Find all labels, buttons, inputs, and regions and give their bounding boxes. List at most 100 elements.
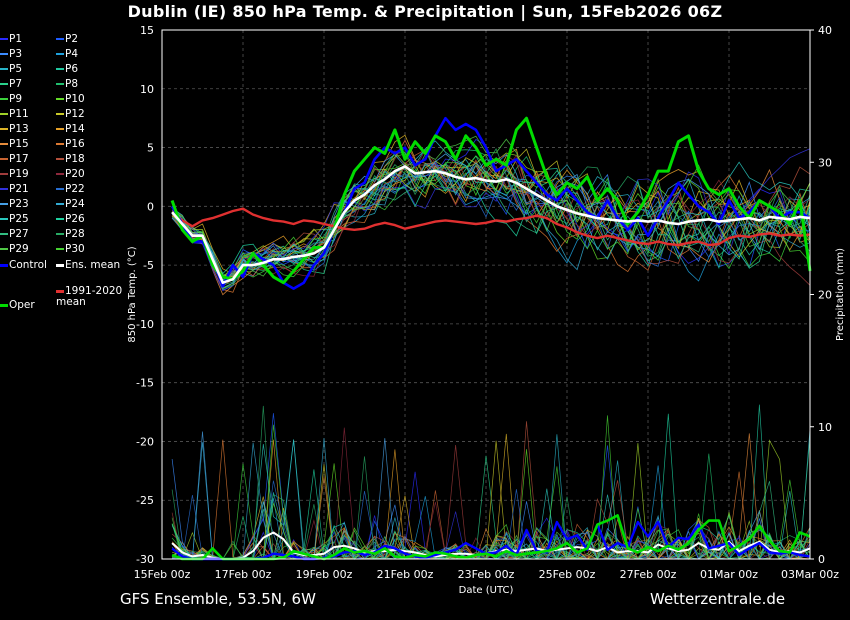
x-tick-label: 21Feb 00z (377, 568, 434, 581)
y2-tick-label: 40 (818, 24, 832, 37)
legend-label: Ens. mean (65, 259, 121, 271)
climate-mean-line (171, 207, 811, 247)
legend-swatch (56, 188, 64, 190)
legend-label: P23 (9, 198, 29, 210)
legend-label: P8 (65, 78, 79, 90)
legend-swatch (0, 98, 8, 100)
legend-item-p18: P18 (56, 152, 85, 166)
y-tick-label: -20 (136, 435, 154, 448)
legend-label: P22 (65, 183, 85, 195)
legend-label: P13 (9, 123, 29, 135)
legend-swatch (0, 173, 8, 175)
legend-label: P7 (9, 78, 23, 90)
legend-swatch (56, 233, 64, 235)
legend-item-p24: P24 (56, 197, 85, 211)
legend-item-p16: P16 (56, 137, 85, 151)
legend-item-p8: P8 (56, 77, 78, 91)
legend-label: P17 (9, 153, 29, 165)
legend-swatch (0, 203, 8, 205)
member-temp-line (171, 163, 811, 291)
legend-item-p6: P6 (56, 62, 78, 76)
control-line (170, 116, 811, 290)
legend-label: P24 (65, 198, 85, 210)
legend-label: P25 (9, 213, 29, 225)
legend-item-p19: P19 (0, 167, 29, 181)
legend-item-p14: P14 (56, 122, 85, 136)
legend-label: P2 (65, 33, 79, 45)
legend-item-p23: P23 (0, 197, 29, 211)
control-precip-line (171, 520, 811, 561)
legend-item-p13: P13 (0, 122, 29, 136)
y-tick-label: -10 (136, 318, 154, 331)
highlight-series (170, 116, 812, 561)
x-tick-label: 17Feb 00z (215, 568, 272, 581)
legend-swatch (56, 248, 64, 250)
legend-swatch (56, 98, 64, 100)
legend-label: P12 (65, 108, 85, 120)
x-tick-label: 27Feb 00z (620, 568, 677, 581)
legend-item-p27: P27 (0, 227, 29, 241)
legend-swatch (0, 128, 8, 130)
legend-item-p9: P9 (0, 92, 22, 106)
legend-label: P6 (65, 63, 79, 75)
y-tick-label: 5 (147, 142, 154, 155)
legend-item-p10: P10 (56, 92, 85, 106)
y-tick-label: -5 (143, 259, 154, 272)
oper-precip-line (171, 514, 811, 561)
legend-item-p29: P29 (0, 242, 29, 256)
x-tick-label: 01Mar 00z (700, 568, 758, 581)
y2-tick-label: 30 (818, 156, 832, 169)
member-precip-line (171, 431, 810, 560)
legend-item-oper: Oper (0, 298, 35, 312)
legend-item-p25: P25 (0, 212, 29, 226)
legend-item-p30: P30 (56, 242, 85, 256)
legend-label: P20 (65, 168, 85, 180)
member-precip-line (171, 440, 811, 560)
legend-swatch (56, 218, 64, 220)
legend-swatch (0, 188, 8, 190)
legend-label: P10 (65, 93, 85, 105)
legend-swatch (56, 158, 64, 160)
y-tick-label: 15 (140, 24, 154, 37)
legend-label: P30 (65, 243, 85, 255)
legend-swatch (0, 263, 8, 267)
legend-label: P4 (65, 48, 79, 60)
legend-swatch (56, 38, 64, 40)
legend-swatch (56, 263, 64, 267)
model-label: GFS Ensemble, 53.5N, 6W (120, 590, 316, 608)
legend-label: P1 (9, 33, 23, 45)
legend-swatch (56, 203, 64, 205)
legend-swatch (0, 233, 8, 235)
source-label: Wetterzentrale.de (650, 590, 786, 608)
legend-label: P16 (65, 138, 85, 150)
x-tick-label: 23Feb 00z (458, 568, 515, 581)
legend-swatch (0, 83, 8, 85)
legend-item-ens-mean: Ens. mean (56, 258, 120, 272)
legend-label: P29 (9, 243, 29, 255)
member-temp-line (171, 139, 811, 286)
legend-swatch (0, 113, 8, 115)
legend-item-p22: P22 (56, 182, 85, 196)
legend-label: P5 (9, 63, 23, 75)
legend-swatch (56, 68, 64, 70)
legend-swatch (56, 143, 64, 145)
legend-item-p2: P2 (56, 32, 78, 46)
legend-label: P11 (9, 108, 29, 120)
y2-tick-label: 20 (818, 289, 832, 302)
legend-swatch (56, 53, 64, 55)
legend-label: P14 (65, 123, 85, 135)
legend-label: P3 (9, 48, 23, 60)
legend-item-p20: P20 (56, 167, 85, 181)
x-tick-label: 15Feb 00z (134, 568, 191, 581)
legend-label: Oper (9, 299, 35, 311)
legend-label: P9 (9, 93, 23, 105)
y-tick-label: -25 (136, 494, 154, 507)
legend-item-p5: P5 (0, 62, 22, 76)
y-tick-label: -30 (136, 553, 154, 566)
legend-swatch (56, 83, 64, 85)
member-temp-line (171, 135, 811, 290)
legend-swatch (0, 38, 8, 40)
legend-label: P21 (9, 183, 29, 195)
legend-swatch (0, 248, 8, 250)
legend-item-p26: P26 (56, 212, 85, 226)
